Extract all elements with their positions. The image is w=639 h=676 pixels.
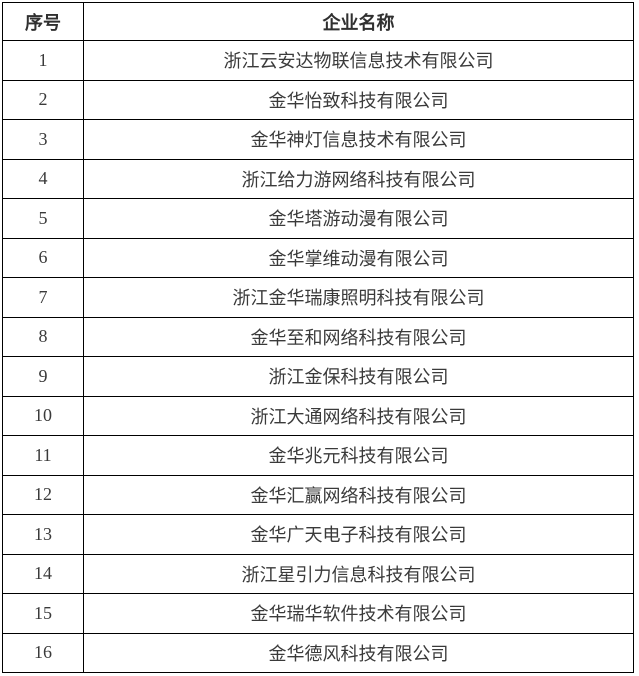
company-name-cell: 浙江金华瑞康照明科技有限公司 xyxy=(83,277,634,318)
company-name-cell: 浙江金保科技有限公司 xyxy=(83,356,634,397)
serial-number-cell: 12 xyxy=(2,474,84,515)
company-name-cell: 金华怡致科技有限公司 xyxy=(83,79,634,120)
serial-number-cell: 5 xyxy=(2,198,84,239)
company-name-cell: 浙江给力游网络科技有限公司 xyxy=(83,158,634,199)
table-row: 12 金华汇赢网络科技有限公司 xyxy=(2,474,634,515)
company-name-cell: 金华瑞华软件技术有限公司 xyxy=(83,593,634,634)
serial-number-cell: 6 xyxy=(2,237,84,278)
header-company-name: 企业名称 xyxy=(83,2,634,41)
serial-number-cell: 10 xyxy=(2,395,84,436)
company-name-cell: 金华掌维动漫有限公司 xyxy=(83,237,634,278)
serial-number-cell: 1 xyxy=(2,40,84,81)
company-name-cell: 金华广天电子科技有限公司 xyxy=(83,514,634,555)
table-row: 15 金华瑞华软件技术有限公司 xyxy=(2,593,634,634)
table-row: 7 浙江金华瑞康照明科技有限公司 xyxy=(2,277,634,318)
serial-number-cell: 9 xyxy=(2,356,84,397)
company-name-cell: 浙江云安达物联信息技术有限公司 xyxy=(83,40,634,81)
company-name-cell: 金华兆元科技有限公司 xyxy=(83,435,634,476)
serial-number-cell: 3 xyxy=(2,119,84,160)
table-row: 14 浙江星引力信息科技有限公司 xyxy=(2,553,634,594)
table-row: 11 金华兆元科技有限公司 xyxy=(2,435,634,476)
table-row: 13 金华广天电子科技有限公司 xyxy=(2,514,634,555)
company-name-cell: 金华神灯信息技术有限公司 xyxy=(83,119,634,160)
table-row: 9 浙江金保科技有限公司 xyxy=(2,356,634,397)
serial-number-cell: 2 xyxy=(2,79,84,120)
serial-number-cell: 13 xyxy=(2,514,84,555)
serial-number-cell: 4 xyxy=(2,158,84,199)
company-name-cell: 金华汇赢网络科技有限公司 xyxy=(83,474,634,515)
company-name-cell: 金华德风科技有限公司 xyxy=(83,632,634,673)
serial-number-cell: 15 xyxy=(2,593,84,634)
table-row: 4 浙江给力游网络科技有限公司 xyxy=(2,158,634,199)
header-serial-number: 序号 xyxy=(2,2,84,41)
company-name-cell: 浙江星引力信息科技有限公司 xyxy=(83,553,634,594)
table-row: 3 金华神灯信息技术有限公司 xyxy=(2,119,634,160)
company-name-cell: 金华至和网络科技有限公司 xyxy=(83,316,634,357)
table-row: 1 浙江云安达物联信息技术有限公司 xyxy=(2,40,634,81)
company-name-cell: 浙江大通网络科技有限公司 xyxy=(83,395,634,436)
serial-number-cell: 7 xyxy=(2,277,84,318)
table-row: 5 金华塔游动漫有限公司 xyxy=(2,198,634,239)
header-row: 序号 企业名称 xyxy=(2,2,634,41)
serial-number-cell: 11 xyxy=(2,435,84,476)
table-row: 2 金华怡致科技有限公司 xyxy=(2,79,634,120)
table-row: 10 浙江大通网络科技有限公司 xyxy=(2,395,634,436)
table-body: 1 浙江云安达物联信息技术有限公司 2 金华怡致科技有限公司 3 金华神灯信息技术有限公司… xyxy=(2,40,634,673)
table-row: 8 金华至和网络科技有限公司 xyxy=(2,316,634,357)
serial-number-cell: 8 xyxy=(2,316,84,357)
table-row: 6 金华掌维动漫有限公司 xyxy=(2,237,634,278)
table-row: 16 金华德风科技有限公司 xyxy=(2,632,634,673)
serial-number-cell: 14 xyxy=(2,553,84,594)
company-name-cell: 金华塔游动漫有限公司 xyxy=(83,198,634,239)
serial-number-cell: 16 xyxy=(2,632,84,673)
